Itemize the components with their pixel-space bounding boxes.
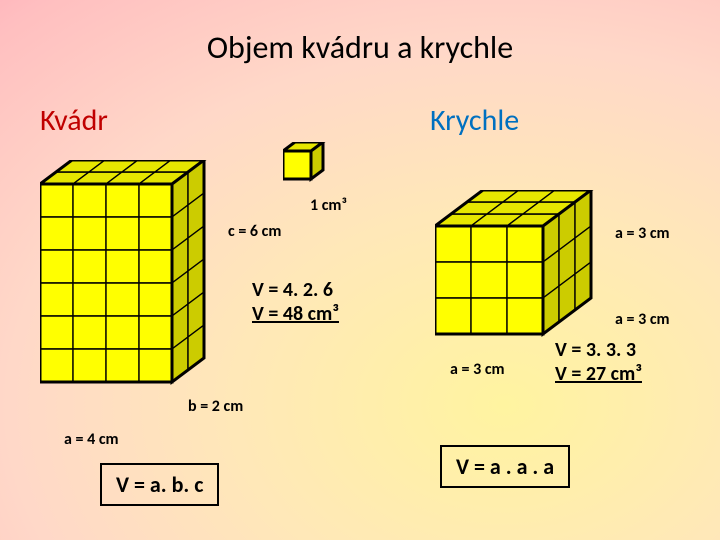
- cube-a1-label: a = 3 cm: [615, 224, 670, 243]
- cube-shape: [435, 190, 610, 360]
- cube-a3-label: a = 3 cm: [450, 360, 505, 379]
- unit-cube-label: 1 cm³: [310, 196, 347, 215]
- cuboid-vol-result: V = 48 cm³: [252, 302, 339, 326]
- cuboid-shape: [40, 160, 230, 420]
- cube-a2-label: a = 3 cm: [615, 310, 670, 329]
- cuboid-heading: Kvádr: [40, 102, 108, 139]
- cube-vol-expr-text: V = 3. 3. 3: [555, 338, 636, 362]
- slide-title: Objem kvádru a krychle: [0, 28, 720, 67]
- cuboid-a-label: a = 4 cm: [64, 430, 119, 449]
- cuboid-vol-expr: V = 4. 2. 6 V = 48 cm³: [252, 278, 339, 326]
- cube-vol-expr: V = 3. 3. 3 V = 27 cm³: [555, 338, 642, 386]
- cube-formula-box: V = a . a . a: [440, 445, 570, 488]
- cuboid-formula-box: V = a. b. c: [100, 463, 219, 506]
- cuboid-vol-expr-text: V = 4. 2. 6: [252, 278, 333, 302]
- cuboid-b-label: b = 2 cm: [188, 397, 243, 416]
- cuboid-c-label: c = 6 cm: [228, 222, 281, 241]
- cube-heading: Krychle: [430, 102, 519, 139]
- unit-cube-shape: [283, 142, 333, 192]
- cube-vol-result: V = 27 cm³: [555, 362, 642, 386]
